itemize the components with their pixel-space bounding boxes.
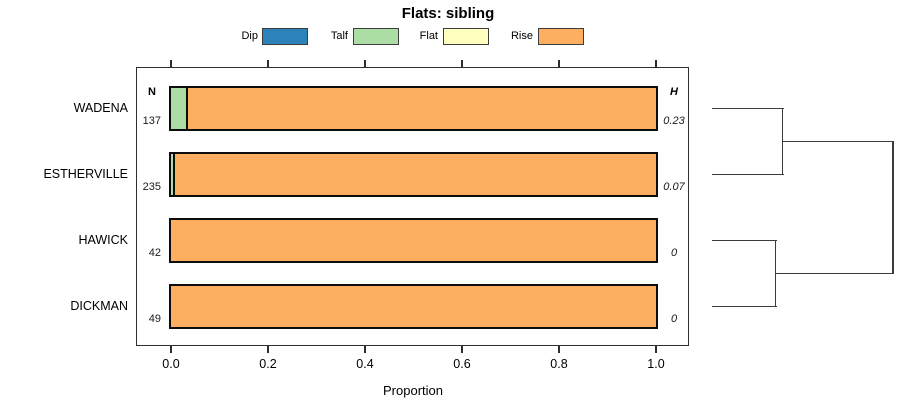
bar-row xyxy=(169,284,658,329)
y-axis-label: DICKMAN xyxy=(70,298,128,313)
h-value: 0.23 xyxy=(663,115,685,127)
x-tick-bottom xyxy=(267,346,269,353)
bar-segment-rise xyxy=(174,154,656,195)
dendrogram-line xyxy=(775,272,895,275)
bar-row xyxy=(169,86,658,131)
x-tick-bottom xyxy=(461,346,463,353)
n-value: 42 xyxy=(148,247,161,259)
bar-segment-rise xyxy=(187,88,656,129)
dendrogram-line xyxy=(892,140,894,275)
n-column-header: N xyxy=(148,86,156,98)
h-value: 0.07 xyxy=(663,181,685,193)
x-tick-top xyxy=(655,60,657,67)
x-tick-label: 0.6 xyxy=(453,357,471,371)
y-axis-label: ESTHERVILLE xyxy=(43,166,128,181)
bar-segment-rise xyxy=(171,220,656,261)
x-tick-bottom xyxy=(558,346,560,353)
bar-segment-talf xyxy=(171,154,175,195)
n-value: 235 xyxy=(142,181,161,193)
legend-label-dip: Dip xyxy=(241,30,258,42)
legend-label-flat: Flat xyxy=(419,30,438,42)
n-value: 49 xyxy=(148,313,161,325)
bar-segment-talf xyxy=(171,88,188,129)
x-tick-bottom xyxy=(170,346,172,353)
h-value: 0 xyxy=(670,313,678,325)
x-tick-label: 1.0 xyxy=(647,357,665,371)
legend-label-talf: Talf xyxy=(330,30,348,42)
y-axis-label: WADENA xyxy=(73,100,128,115)
legend-swatch-dip xyxy=(262,28,308,45)
x-tick-top xyxy=(364,60,366,67)
x-tick-top xyxy=(170,60,172,67)
h-column-header: H xyxy=(670,86,678,98)
x-tick-label: 0.8 xyxy=(550,357,568,371)
x-tick-top xyxy=(461,60,463,67)
dendrogram-line xyxy=(712,173,785,176)
chart-title: Flats: sibling xyxy=(401,5,495,22)
x-tick-label: 0.4 xyxy=(356,357,374,371)
legend-swatch-talf xyxy=(353,28,399,45)
y-axis-label: HAWICK xyxy=(78,232,128,247)
x-tick-label: 0.0 xyxy=(162,357,180,371)
legend-label-rise: Rise xyxy=(510,30,533,42)
x-tick-label: 0.2 xyxy=(259,357,277,371)
bar-row xyxy=(169,218,658,263)
legend-swatch-flat xyxy=(443,28,489,45)
x-axis-title: Proportion xyxy=(383,383,443,398)
h-value: 0 xyxy=(670,247,678,259)
n-value: 137 xyxy=(142,115,161,127)
bar-row xyxy=(169,152,658,197)
x-tick-bottom xyxy=(655,346,657,353)
dendrogram-line xyxy=(712,107,785,110)
legend-swatch-rise xyxy=(538,28,584,45)
dendrogram-line xyxy=(712,305,777,308)
legend: Dip Talf Flat Rise xyxy=(0,0,900,55)
dendrogram-line xyxy=(782,140,895,143)
x-tick-bottom xyxy=(364,346,366,353)
dendrogram-line xyxy=(712,239,777,242)
x-tick-top xyxy=(558,60,560,67)
x-tick-top xyxy=(267,60,269,67)
bar-segment-rise xyxy=(171,286,656,327)
